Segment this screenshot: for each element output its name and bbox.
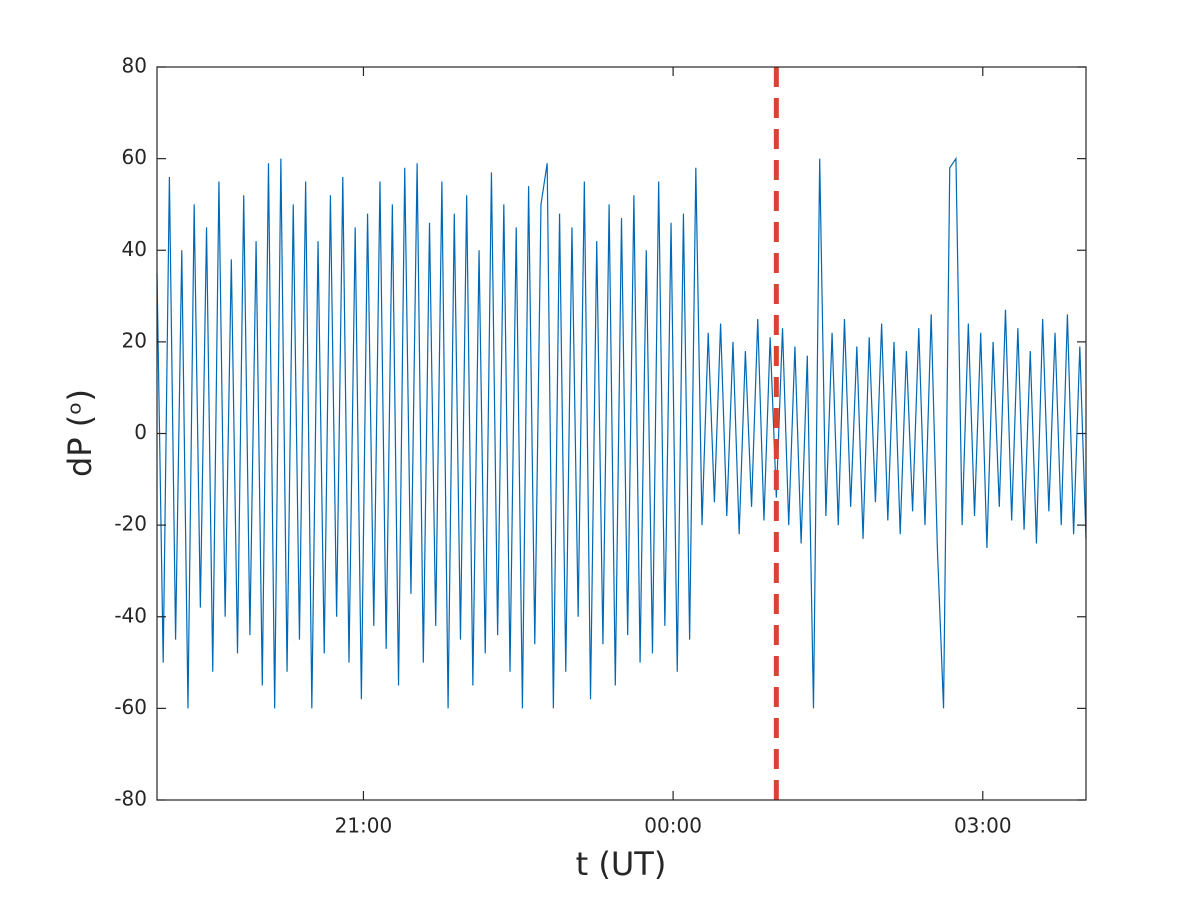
y-tick-label: 60: [122, 145, 147, 169]
x-tick-label: 00:00: [644, 814, 702, 838]
y-tick-label: -20: [114, 512, 147, 536]
y-tick-label: -80: [114, 787, 147, 811]
y-tick-label: -40: [114, 603, 147, 627]
data-line: [156, 156, 1087, 709]
x-tick-label: 21:00: [335, 814, 393, 838]
x-axis-label: t (UT): [576, 845, 667, 883]
y-tick-label: 20: [122, 328, 147, 352]
y-axis-label: dP (ᵒ): [61, 389, 99, 477]
y-tick-label: 80: [122, 54, 147, 78]
y-tick-label: -60: [114, 695, 147, 719]
y-tick-label: 40: [122, 237, 147, 261]
y-tick-label: 0: [134, 420, 147, 444]
x-tick-label: 03:00: [954, 814, 1012, 838]
